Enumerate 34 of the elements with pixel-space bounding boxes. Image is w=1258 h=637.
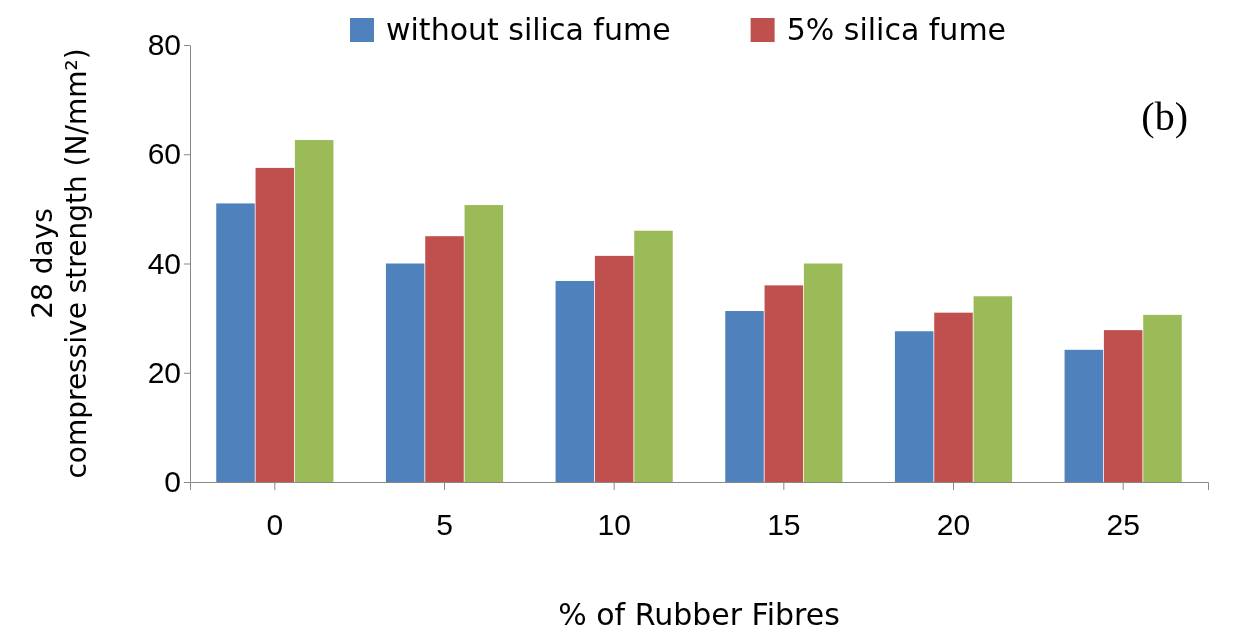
y-tick-label: 20	[147, 355, 181, 389]
bar	[1103, 330, 1143, 482]
bar	[464, 205, 504, 482]
bar	[594, 255, 634, 482]
bar	[555, 280, 595, 482]
bar	[294, 140, 334, 482]
bar	[894, 331, 934, 482]
y-tick-label: 60	[147, 137, 181, 171]
x-tick-label: 15	[767, 508, 801, 541]
bar	[1143, 314, 1182, 482]
bar	[725, 311, 764, 482]
legend-label: without silica fume	[386, 12, 671, 47]
y-axis-title: 28 days compressive strength (N/mm²)	[26, 48, 93, 479]
annotation: (b)	[1141, 94, 1188, 139]
bar	[934, 312, 973, 482]
bar	[803, 263, 843, 482]
x-tick-label: 10	[597, 508, 631, 541]
y-tick-label: 0	[164, 465, 181, 499]
bar	[764, 285, 804, 482]
bar	[385, 263, 425, 482]
x-tick-label: 20	[936, 508, 971, 541]
legend-label: 5% silica fume	[786, 12, 1007, 47]
bar	[216, 203, 255, 482]
bar	[973, 296, 1013, 482]
x-tick-label: 25	[1106, 508, 1140, 541]
x-tick-label: 5	[436, 508, 453, 541]
bar	[255, 167, 295, 482]
y-tick-label: 40	[147, 246, 181, 280]
x-tick-label: 0	[266, 508, 284, 541]
bar	[425, 236, 464, 482]
bar	[1064, 349, 1104, 482]
y-tick-label: 80	[147, 28, 181, 62]
bar	[634, 230, 673, 482]
x-axis-title: % of Rubber Fibres	[558, 597, 840, 632]
